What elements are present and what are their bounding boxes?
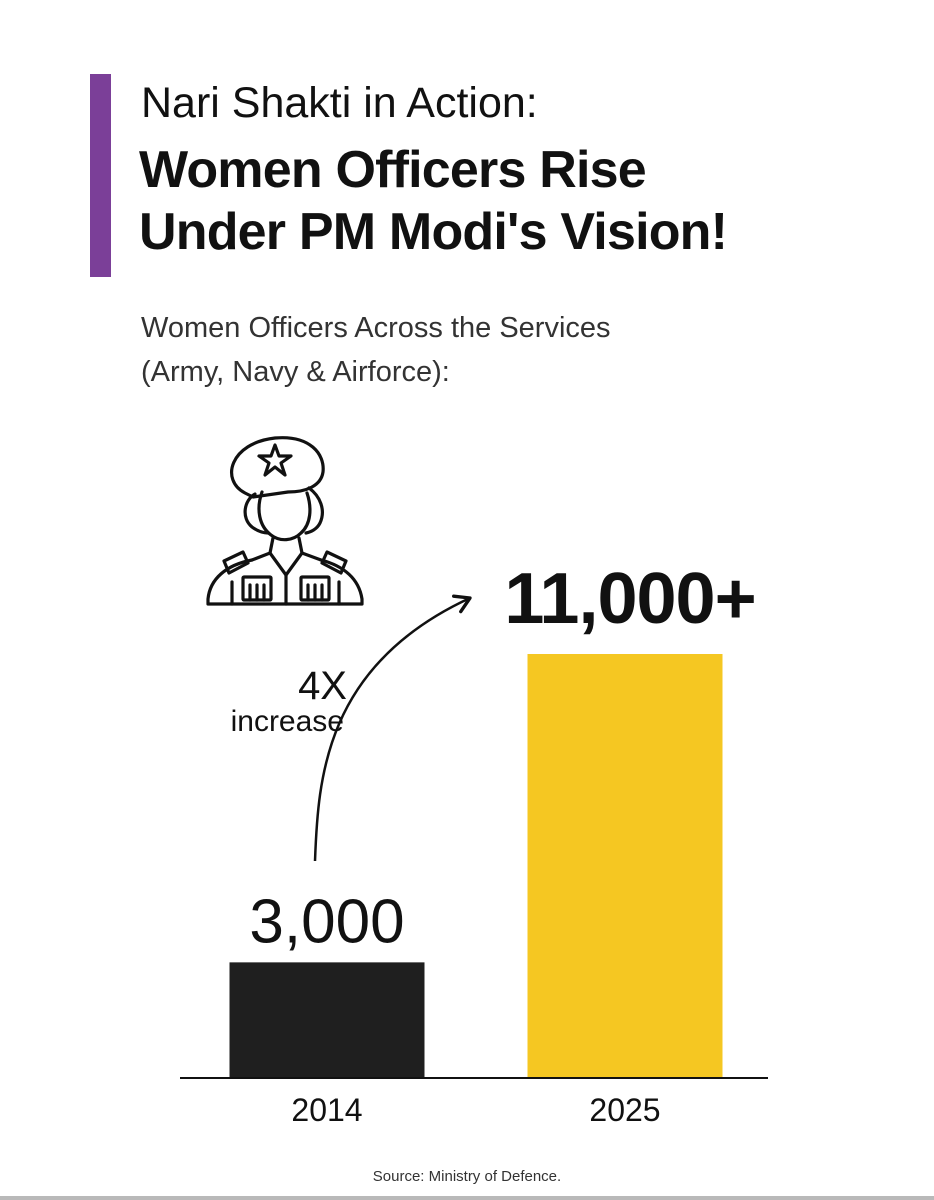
data-label-2014: 3,000: [249, 887, 404, 956]
accent-bar: [90, 74, 111, 277]
chart-marks: 3,000 2014 11,000+ 2025: [229, 559, 757, 1128]
subtitle-line-2: (Army, Navy & Airforce):: [141, 356, 450, 388]
annotation-label: increase: [231, 705, 344, 738]
bar-2025: [527, 654, 723, 1078]
title-kicker: Nari Shakti in Action:: [141, 79, 538, 127]
data-label-2025: 11,000+: [504, 559, 755, 639]
page-title-line-1: Women Officers Rise: [139, 141, 647, 199]
subtitle: Women Officers Across the Services (Army…: [141, 306, 611, 394]
female-soldier-icon: [206, 436, 364, 606]
page-title-line-2: Under PM Modi's Vision!: [139, 203, 728, 261]
x-tick-2014: 2014: [291, 1092, 362, 1128]
bar-2014: [229, 962, 425, 1078]
annotation-multiplier: 4X: [298, 664, 347, 708]
bottom-divider: [0, 1196, 934, 1200]
increase-arrow: [313, 594, 472, 862]
subtitle-line-1: Women Officers Across the Services: [141, 312, 611, 344]
source-note: Source: Ministry of Defence.: [372, 1168, 562, 1185]
page-title: Women Officers Rise Under PM Modi's Visi…: [139, 139, 728, 263]
x-tick-2025: 2025: [589, 1092, 660, 1128]
